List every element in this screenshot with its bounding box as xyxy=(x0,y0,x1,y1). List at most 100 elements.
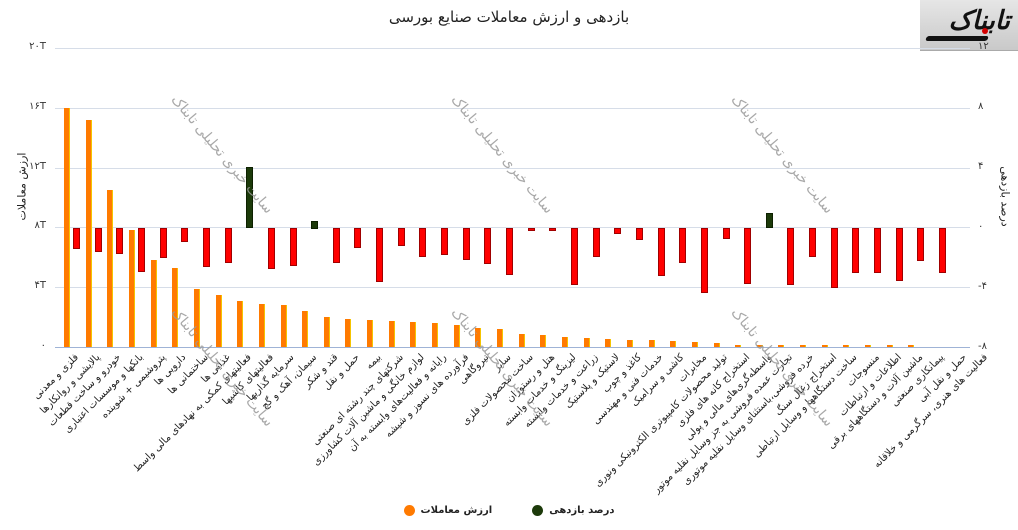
return-bar-negative[interactable] xyxy=(571,228,578,285)
return-bar-negative[interactable] xyxy=(333,228,340,263)
return-bar-positive[interactable] xyxy=(246,167,253,228)
return-bar-negative[interactable] xyxy=(831,228,838,288)
value-bar[interactable] xyxy=(345,319,351,347)
value-bar[interactable] xyxy=(86,120,92,347)
right-axis-tick: -۴ xyxy=(978,281,987,292)
value-bar[interactable] xyxy=(324,317,330,347)
right-axis-tick: ۴ xyxy=(978,161,984,172)
return-bar-negative[interactable] xyxy=(679,228,686,263)
return-bar-positive[interactable] xyxy=(311,221,318,229)
left-axis-tick: ۸T xyxy=(34,220,46,231)
return-bar-negative[interactable] xyxy=(138,228,145,272)
value-bar[interactable] xyxy=(519,334,525,347)
return-bar-negative[interactable] xyxy=(614,228,621,234)
value-bar[interactable] xyxy=(757,345,763,347)
value-bar[interactable] xyxy=(822,345,828,347)
value-bar[interactable] xyxy=(172,268,178,347)
return-bar-negative[interactable] xyxy=(95,228,102,252)
return-bar-negative[interactable] xyxy=(852,228,859,273)
value-bar[interactable] xyxy=(432,323,438,347)
value-bar[interactable] xyxy=(627,340,633,347)
value-bar[interactable] xyxy=(714,343,720,347)
value-bar[interactable] xyxy=(605,339,611,347)
return-bar-negative[interactable] xyxy=(506,228,513,275)
gridline xyxy=(55,168,970,169)
return-bar-negative[interactable] xyxy=(593,228,600,257)
left-axis-title: ارزش معاملات xyxy=(15,152,29,221)
return-bar-negative[interactable] xyxy=(116,228,123,254)
return-bar-negative[interactable] xyxy=(73,228,80,249)
return-bar-negative[interactable] xyxy=(268,228,275,269)
value-bar[interactable] xyxy=(410,322,416,347)
return-bar-negative[interactable] xyxy=(549,228,556,231)
logo-text: تابناک xyxy=(948,6,1010,36)
return-bar-negative[interactable] xyxy=(744,228,751,284)
return-bar-negative[interactable] xyxy=(203,228,210,267)
value-bar[interactable] xyxy=(302,311,308,347)
legend-dot-icon xyxy=(403,505,415,516)
left-axis-tick: ۱۲T xyxy=(29,161,46,172)
value-bar[interactable] xyxy=(887,345,893,347)
value-bar[interactable] xyxy=(389,321,395,347)
chart-title: بازدهی و ارزش معاملات صنایع بورسی xyxy=(388,8,630,26)
return-bar-negative[interactable] xyxy=(160,228,167,258)
value-bar[interactable] xyxy=(475,328,481,347)
return-bar-negative[interactable] xyxy=(225,228,232,263)
return-bar-negative[interactable] xyxy=(701,228,708,293)
value-bar[interactable] xyxy=(865,345,871,347)
value-bar[interactable] xyxy=(692,342,698,347)
return-bar-negative[interactable] xyxy=(917,228,924,261)
watermark: سایت خبری تحلیلی تابناک xyxy=(447,92,557,217)
return-bar-negative[interactable] xyxy=(181,228,188,242)
value-bar[interactable] xyxy=(129,230,135,347)
return-bar-negative[interactable] xyxy=(874,228,881,273)
value-bar[interactable] xyxy=(281,305,287,347)
value-bar[interactable] xyxy=(562,337,568,347)
value-bar[interactable] xyxy=(151,260,157,347)
return-bar-positive[interactable] xyxy=(766,213,773,228)
gridline xyxy=(55,227,970,228)
value-bar[interactable] xyxy=(64,108,70,347)
right-axis-tick: -۸ xyxy=(978,341,987,352)
return-bar-negative[interactable] xyxy=(528,228,535,231)
legend-item-value[interactable]: ارزش معاملات xyxy=(403,505,492,516)
gridline xyxy=(55,287,970,288)
value-bar[interactable] xyxy=(670,341,676,347)
value-bar[interactable] xyxy=(843,345,849,347)
return-bar-negative[interactable] xyxy=(723,228,730,239)
return-bar-negative[interactable] xyxy=(398,228,405,246)
return-bar-negative[interactable] xyxy=(939,228,946,273)
value-bar[interactable] xyxy=(216,295,222,347)
value-bar[interactable] xyxy=(237,301,243,347)
value-bar[interactable] xyxy=(540,335,546,347)
value-bar[interactable] xyxy=(908,345,914,347)
return-bar-negative[interactable] xyxy=(658,228,665,276)
value-bar[interactable] xyxy=(107,190,113,347)
return-bar-negative[interactable] xyxy=(896,228,903,281)
legend-item-return[interactable]: درصد بازدهی xyxy=(532,505,614,516)
value-bar[interactable] xyxy=(800,345,806,347)
right-axis-tick: ۰ xyxy=(978,221,984,232)
return-bar-negative[interactable] xyxy=(809,228,816,257)
left-axis-tick: ۱۶T xyxy=(29,101,46,112)
value-bar[interactable] xyxy=(194,289,200,347)
return-bar-negative[interactable] xyxy=(636,228,643,240)
value-bar[interactable] xyxy=(778,345,784,347)
return-bar-negative[interactable] xyxy=(419,228,426,257)
return-bar-negative[interactable] xyxy=(484,228,491,264)
return-bar-negative[interactable] xyxy=(441,228,448,255)
return-bar-negative[interactable] xyxy=(354,228,361,248)
gridline xyxy=(55,108,970,109)
return-bar-negative[interactable] xyxy=(376,228,383,282)
return-bar-negative[interactable] xyxy=(787,228,794,285)
value-bar[interactable] xyxy=(367,320,373,347)
gridline xyxy=(55,48,970,49)
value-bar[interactable] xyxy=(649,340,655,347)
value-bar[interactable] xyxy=(454,325,460,347)
value-bar[interactable] xyxy=(497,329,503,347)
return-bar-negative[interactable] xyxy=(463,228,470,260)
value-bar[interactable] xyxy=(584,338,590,347)
value-bar[interactable] xyxy=(735,345,741,347)
value-bar[interactable] xyxy=(259,304,265,347)
return-bar-negative[interactable] xyxy=(290,228,297,266)
